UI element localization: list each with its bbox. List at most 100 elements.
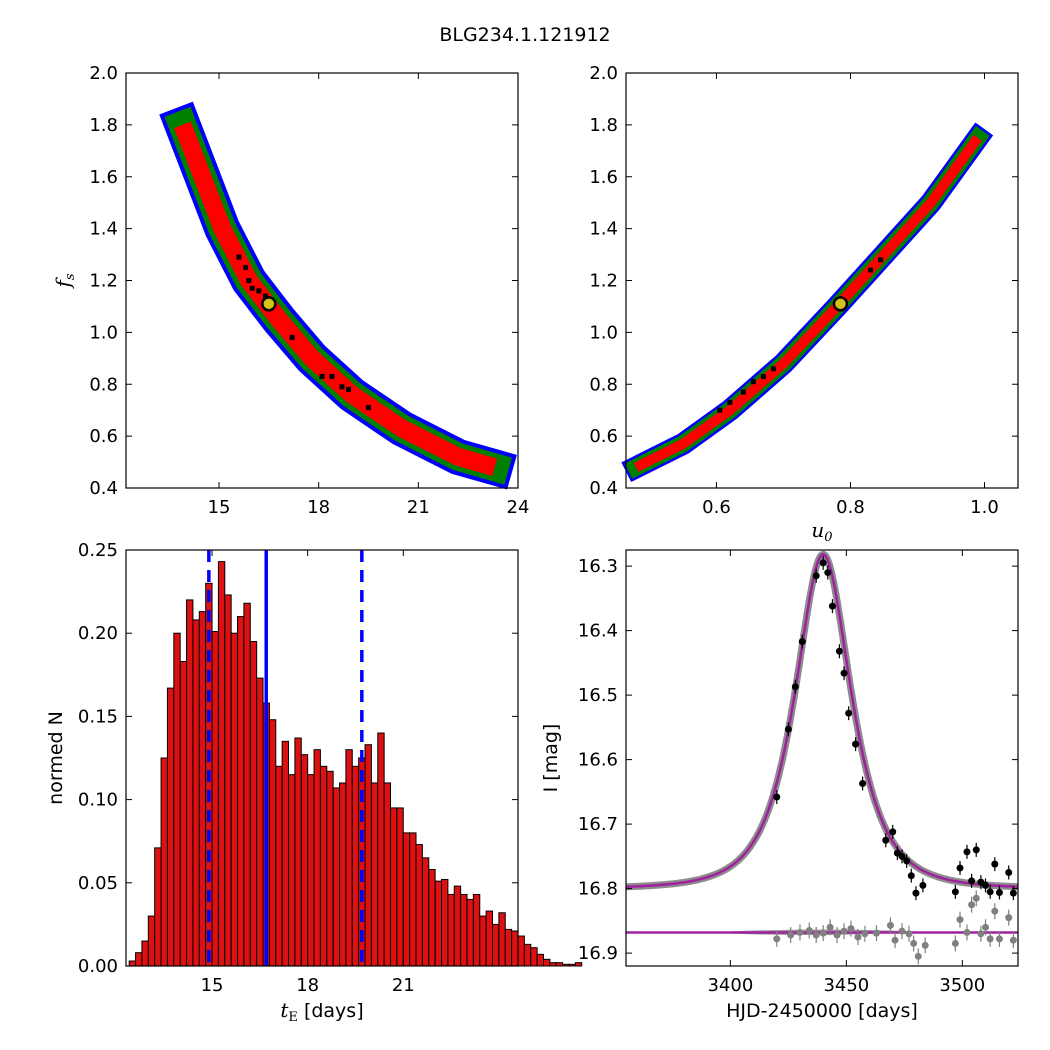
y-tick-label: 1.0	[589, 322, 618, 343]
hist-bar	[192, 619, 200, 967]
y-tick-label: 1.2	[589, 271, 618, 292]
black-sample-point	[289, 335, 295, 341]
panel-u0-fs: 0.4 0.6 0.8 1.0 1.2 1.4 1.6 1.8 2.0 0.6 0.8 1.0 u0	[589, 63, 1019, 545]
residual-point	[1005, 914, 1013, 922]
residual-point	[977, 930, 985, 938]
y-tick-label: 16.8	[578, 879, 618, 900]
residual-point	[986, 935, 994, 943]
hist-bar	[453, 885, 462, 967]
residual-point	[840, 927, 848, 935]
hist-bar	[517, 935, 525, 967]
sigma3-region	[621, 122, 994, 483]
hist-bar	[135, 952, 143, 967]
hist-bar	[447, 893, 455, 967]
y-tick-label: 1.8	[589, 115, 618, 136]
residual-point	[968, 901, 976, 909]
residual-point	[805, 927, 813, 935]
y-tick-label: 0.6	[589, 426, 618, 447]
residual-point	[891, 936, 899, 944]
model-uncertainty-band	[626, 550, 1018, 891]
hist-bar	[160, 757, 168, 967]
data-point	[1009, 889, 1017, 897]
y-tick-label: 0.6	[89, 426, 118, 447]
x-tick-label: 18	[296, 975, 319, 996]
hist-bar	[339, 782, 347, 967]
data-point	[919, 881, 927, 889]
data-point	[852, 740, 860, 748]
y-tick-label: 0.15	[78, 706, 118, 727]
black-sample-point	[727, 399, 733, 405]
data-point	[912, 889, 920, 897]
data-point	[773, 793, 781, 801]
data-point	[824, 569, 832, 577]
residual-point	[972, 894, 980, 902]
black-sample-point	[236, 254, 242, 260]
hist-bar	[173, 632, 181, 967]
x-tick-label: 0.6	[702, 497, 731, 518]
hist-bar	[441, 878, 449, 967]
hist-bar	[351, 765, 360, 967]
hist-bar	[364, 744, 372, 967]
black-sample-point	[878, 257, 884, 263]
hist-bar	[530, 947, 538, 967]
hist-bar	[307, 774, 315, 967]
data-point	[845, 709, 853, 717]
y-axis-label-subscript: s	[63, 273, 78, 280]
data-point	[982, 881, 990, 889]
x-axis-label: u0	[811, 518, 832, 545]
hist-bar	[523, 943, 532, 967]
residual-point	[914, 952, 922, 960]
residual-point	[773, 935, 781, 943]
x-axis-label-subscript: 0	[824, 530, 832, 545]
hist-bar	[294, 737, 302, 967]
residual-point	[787, 931, 795, 939]
hist-bar	[268, 719, 277, 967]
residual-point	[812, 931, 820, 939]
y-tick-label: 1.0	[89, 322, 118, 343]
data-point	[835, 647, 843, 655]
x-tick-label: 3450	[823, 975, 869, 996]
black-sample-point	[263, 293, 269, 299]
hist-bar	[275, 765, 283, 967]
sigma1-region	[174, 121, 498, 476]
hist-bar	[428, 868, 436, 967]
y-tick-label: 0.4	[589, 478, 618, 499]
residual-point	[921, 941, 929, 949]
data-point	[882, 836, 890, 844]
residual-point	[1009, 936, 1017, 944]
hist-bar	[492, 923, 500, 967]
data-point	[903, 857, 911, 865]
hist-bar	[300, 754, 309, 967]
residual-point	[826, 923, 834, 931]
hist-bar	[549, 962, 557, 967]
black-sample-point	[249, 285, 255, 291]
hist-bar	[421, 857, 430, 967]
x-tick-label: 18	[307, 497, 330, 518]
black-sample-point	[750, 379, 756, 385]
hist-bar	[383, 782, 392, 967]
data-point	[963, 848, 971, 856]
residual-point	[847, 925, 855, 933]
data-point	[956, 864, 964, 872]
y-tick-label: 0.8	[589, 374, 618, 395]
hist-bar	[186, 599, 194, 967]
hist-bar	[141, 940, 149, 967]
y-tick-label: 1.6	[89, 167, 118, 188]
residual-point	[963, 928, 971, 936]
y-axis-label: normed N	[45, 711, 67, 805]
hist-bar	[211, 631, 219, 967]
data-point	[798, 638, 806, 646]
sigma2-region	[624, 125, 990, 479]
hist-bar	[154, 847, 162, 967]
x-tick-label: 0.8	[836, 497, 865, 518]
hist-bar	[466, 898, 474, 967]
black-sample-point	[346, 386, 352, 392]
hist-bar	[332, 787, 341, 967]
hist-bar	[504, 928, 513, 967]
residual-point	[905, 930, 913, 938]
x-tick-label: 3400	[707, 975, 753, 996]
hist-bar	[402, 832, 411, 967]
axes-frame	[625, 549, 1019, 967]
residual-point	[995, 935, 1003, 943]
x-axis-label: tE [days]	[280, 998, 363, 1025]
